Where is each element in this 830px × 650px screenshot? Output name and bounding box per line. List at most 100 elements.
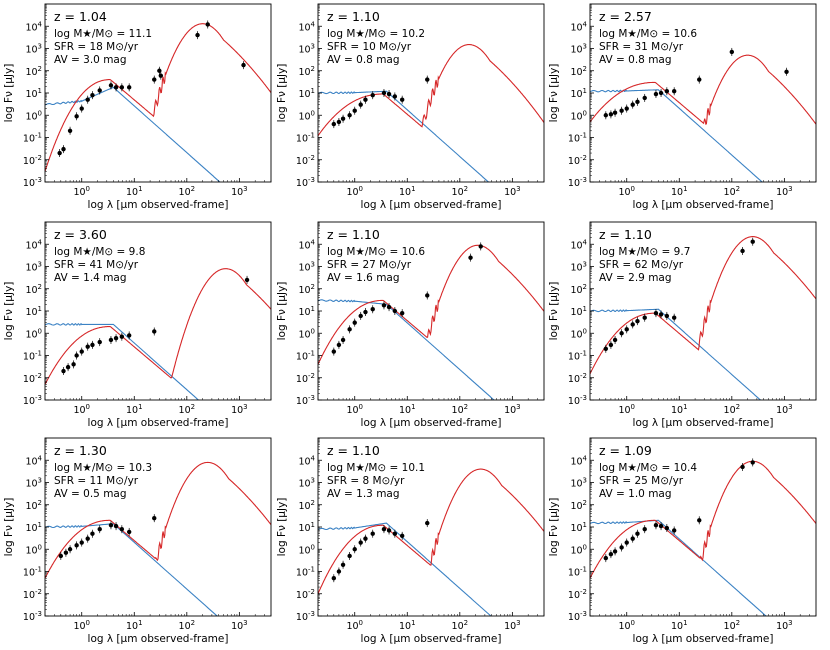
- data-point: [697, 77, 702, 82]
- data-point: [126, 529, 132, 535]
- data-point: [630, 102, 635, 107]
- y-tick-label: 103: [25, 477, 42, 490]
- sfr-label: SFR = 62 M⊙/yr: [599, 259, 684, 271]
- y-tick-label: 101: [25, 87, 42, 100]
- x-tick-label: 102: [179, 185, 196, 198]
- data-point: [653, 91, 659, 97]
- x-tick-label: 100: [73, 185, 90, 198]
- y-tick-label: 102: [25, 499, 42, 512]
- redshift-label: z = 1.10: [327, 443, 380, 458]
- data-point: [67, 547, 73, 552]
- y-tick-label: 101: [25, 521, 42, 534]
- best-fit-model-line: [590, 54, 816, 125]
- extinction-label: AV = 0.8 mag: [327, 54, 400, 66]
- data-point: [126, 333, 132, 338]
- data-point: [79, 106, 84, 111]
- data-point: [386, 528, 392, 533]
- data-point: [119, 85, 125, 90]
- data-point: [612, 110, 618, 115]
- x-tick-label: 101: [671, 185, 688, 198]
- extinction-label: AV = 1.4 mag: [54, 272, 127, 284]
- data-point: [79, 349, 84, 354]
- y-axis-label: log Fν [μJy]: [548, 282, 560, 341]
- y-axis-label: log Fν [μJy]: [3, 498, 15, 557]
- model-curves: [318, 44, 544, 182]
- stellar-mass-label: log M★/M⊙ = 10.2: [327, 28, 425, 40]
- data-point: [425, 293, 430, 298]
- y-axis-label: log Fν [μJy]: [3, 64, 15, 123]
- x-tick-label: 102: [724, 403, 741, 416]
- y-tick-label: 101: [25, 305, 42, 318]
- x-tick-label: 102: [179, 619, 196, 632]
- data-point: [603, 346, 609, 352]
- x-tick-label: 102: [724, 619, 741, 632]
- x-axis-label: log λ [μm observed-frame]: [361, 633, 502, 645]
- y-axis-label: log Fν [μJy]: [276, 64, 288, 123]
- photometry-points: [331, 75, 430, 129]
- y-tick-label: 102: [570, 65, 587, 78]
- y-tick-label: 10-3: [23, 394, 42, 407]
- model-curves: [590, 460, 816, 616]
- data-point: [85, 344, 90, 349]
- data-point: [352, 547, 357, 552]
- x-tick-label: 101: [126, 619, 143, 632]
- y-tick-label: 104: [25, 20, 42, 33]
- y-tick-label: 104: [25, 238, 42, 251]
- y-tick-label: 10-1: [296, 132, 315, 145]
- data-point: [619, 108, 624, 113]
- data-point: [61, 146, 66, 152]
- y-tick-label: 10-1: [23, 350, 42, 363]
- y-axis-label: log Fν [μJy]: [276, 282, 288, 341]
- y-tick-label: 10-2: [568, 372, 587, 385]
- y-tick-label: 103: [570, 261, 587, 274]
- data-point: [635, 318, 640, 324]
- extinction-label: AV = 1.6 mag: [327, 272, 400, 284]
- data-point: [399, 310, 405, 316]
- data-point: [399, 97, 405, 102]
- y-tick-label: 10-3: [568, 610, 587, 623]
- x-tick-label: 101: [399, 185, 416, 198]
- photometry-points: [603, 237, 755, 353]
- data-point: [635, 99, 640, 105]
- x-axis-label: log λ [μm observed-frame]: [633, 633, 774, 645]
- data-point: [363, 309, 368, 315]
- data-point: [750, 460, 755, 465]
- y-tick-label: 10-2: [23, 154, 42, 167]
- data-point: [85, 97, 90, 102]
- data-point: [63, 550, 69, 555]
- model-curves: [590, 236, 816, 400]
- model-curves: [590, 54, 816, 182]
- data-point: [157, 68, 162, 73]
- y-tick-label: 102: [298, 499, 315, 512]
- x-tick-label: 100: [346, 185, 363, 198]
- data-point: [603, 113, 609, 118]
- extinction-label: AV = 1.0 mag: [599, 488, 672, 500]
- x-tick-label: 100: [618, 619, 635, 632]
- data-point: [478, 244, 483, 249]
- best-fit-model-line: [45, 268, 271, 385]
- data-point: [729, 49, 735, 55]
- data-point: [658, 312, 664, 317]
- data-point: [152, 515, 157, 521]
- data-point: [57, 150, 62, 156]
- data-point: [608, 342, 614, 348]
- data-point: [340, 337, 346, 343]
- data-point: [642, 315, 647, 320]
- data-point: [603, 555, 609, 561]
- data-point: [205, 22, 210, 27]
- data-point: [65, 364, 71, 370]
- data-point: [90, 92, 95, 98]
- best-fit-model-line: [45, 461, 271, 579]
- data-point: [244, 277, 250, 283]
- y-tick-label: 103: [25, 261, 42, 274]
- data-point: [370, 531, 375, 536]
- best-fit-model-line: [590, 460, 816, 579]
- y-tick-label: 10-3: [23, 610, 42, 623]
- y-axis-label: log Fν [μJy]: [276, 498, 288, 557]
- photometry-points: [61, 275, 250, 376]
- data-point: [74, 353, 79, 358]
- x-tick-label: 100: [346, 619, 363, 632]
- y-tick-label: 100: [298, 543, 315, 556]
